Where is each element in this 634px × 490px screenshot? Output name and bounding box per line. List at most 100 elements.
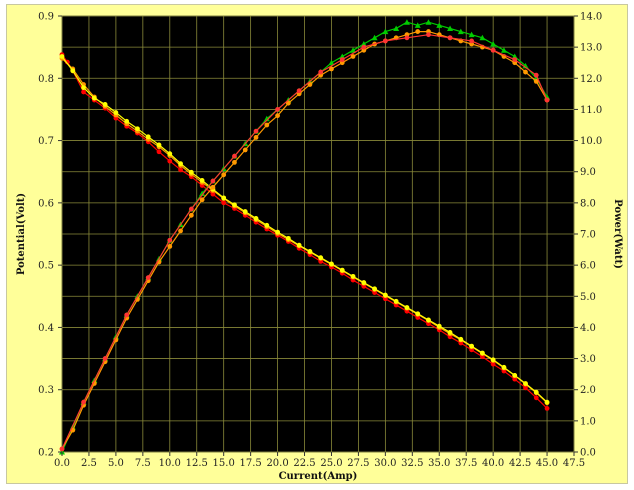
y-tick-label: 0.6	[38, 198, 54, 209]
data-point	[533, 79, 539, 84]
y2-tick-label: 6.0	[580, 261, 596, 272]
x-tick-label: 35.0	[428, 458, 450, 469]
y2-axis-ticks: 0.0 1.0 2.0 3.0 4.0 5.0 6.0 7.0 8.0 9.0 10.0 11.0 12…	[574, 12, 602, 459]
data-point	[436, 22, 443, 28]
data-point	[232, 159, 237, 165]
y-tick-label: 0.4	[38, 323, 54, 334]
data-point	[113, 110, 119, 115]
y2-tick-label: 12.0	[580, 74, 602, 85]
y2-tick-label: 14.0	[580, 12, 602, 23]
data-point	[523, 385, 528, 391]
y2-tick-label: 11.0	[580, 105, 602, 116]
data-point	[102, 102, 108, 107]
data-point	[263, 115, 270, 122]
data-point	[124, 118, 130, 124]
data-point	[210, 178, 216, 184]
y-axis-label: Potential(Volt)	[16, 193, 27, 275]
y2-tick-label: 4.0	[580, 323, 596, 334]
data-point	[447, 25, 454, 31]
data-point	[479, 34, 486, 41]
data-point	[382, 38, 388, 44]
data-point	[447, 35, 453, 41]
data-point	[145, 275, 151, 280]
data-point	[414, 22, 421, 28]
y-tick-label: 0.3	[38, 385, 54, 396]
data-point	[339, 57, 345, 62]
x-tick-label: 22.5	[293, 458, 315, 469]
data-point	[339, 267, 345, 273]
data-point	[403, 19, 410, 25]
data-point	[221, 195, 227, 201]
y2-tick-label: 7.0	[580, 230, 596, 241]
data-point	[393, 298, 399, 304]
data-point	[372, 286, 377, 292]
data-point	[135, 126, 140, 132]
x-tick-label: 25.0	[320, 458, 342, 469]
data-point	[329, 261, 334, 267]
data-point	[500, 47, 507, 53]
data-point	[350, 54, 356, 59]
x-tick-label: 5.0	[108, 458, 124, 469]
x-axis-ticks: 0.0 2.5 5.0 7.5 10.0 12.5 15.0 17.5 20.0 22.5 25.0…	[54, 452, 585, 469]
y-tick-label: 0.2	[38, 448, 54, 459]
data-point	[415, 29, 421, 34]
data-point	[102, 356, 108, 361]
y2-tick-label: 10.0	[580, 136, 602, 147]
x-axis-label: Current(Amp)	[279, 471, 358, 482]
y2-tick-label: 9.0	[580, 167, 596, 178]
x-tick-label: 37.5	[455, 458, 477, 469]
data-point	[275, 107, 280, 112]
data-point	[285, 100, 291, 106]
x-tick-label: 2.5	[81, 458, 97, 469]
data-point	[275, 113, 280, 119]
data-point	[188, 169, 194, 175]
data-point	[469, 38, 474, 44]
data-point	[447, 330, 453, 335]
data-point	[253, 128, 259, 134]
data-point	[145, 134, 151, 140]
data-point	[253, 135, 259, 140]
data-point	[511, 53, 518, 59]
data-point	[59, 54, 65, 59]
x-tick-label: 32.5	[401, 458, 423, 469]
data-point	[70, 68, 76, 74]
x-tick-label: 27.5	[347, 458, 369, 469]
x-tick-label: 7.5	[135, 458, 151, 469]
data-point	[307, 82, 313, 87]
y-tick-label: 0.8	[38, 74, 54, 85]
x-tick-label: 47.5	[563, 458, 585, 469]
data-point	[167, 237, 173, 243]
data-point	[469, 343, 474, 349]
data-point	[512, 372, 518, 378]
data-point	[221, 200, 227, 206]
data-point	[81, 85, 86, 91]
data-point	[253, 216, 259, 221]
y2-tick-label: 5.0	[580, 292, 596, 303]
data-point	[468, 31, 475, 38]
x-tick-label: 45.0	[536, 458, 558, 469]
data-point	[533, 72, 539, 78]
data-point	[523, 69, 528, 75]
data-point	[436, 323, 442, 329]
data-point	[199, 178, 205, 183]
data-point	[167, 151, 173, 157]
data-point	[178, 167, 183, 173]
series-6	[59, 32, 550, 452]
data-point	[167, 158, 173, 164]
data-point	[490, 41, 497, 47]
x-tick-label: 42.5	[509, 458, 531, 469]
data-point	[393, 25, 400, 31]
x-tick-label: 17.5	[239, 458, 261, 469]
data-point	[178, 228, 183, 234]
data-point	[350, 47, 357, 53]
data-point	[501, 364, 507, 370]
data-point	[242, 209, 248, 214]
x-tick-label: 12.5	[186, 458, 208, 469]
data-point	[124, 312, 130, 318]
y-axis-ticks: 0.2 0.3 0.4 0.5 0.6 0.7 0.8 0.9	[38, 12, 62, 459]
data-point	[296, 242, 302, 248]
data-point	[404, 35, 410, 41]
series-line	[61, 34, 548, 450]
data-point	[425, 19, 432, 25]
data-point	[350, 273, 356, 279]
